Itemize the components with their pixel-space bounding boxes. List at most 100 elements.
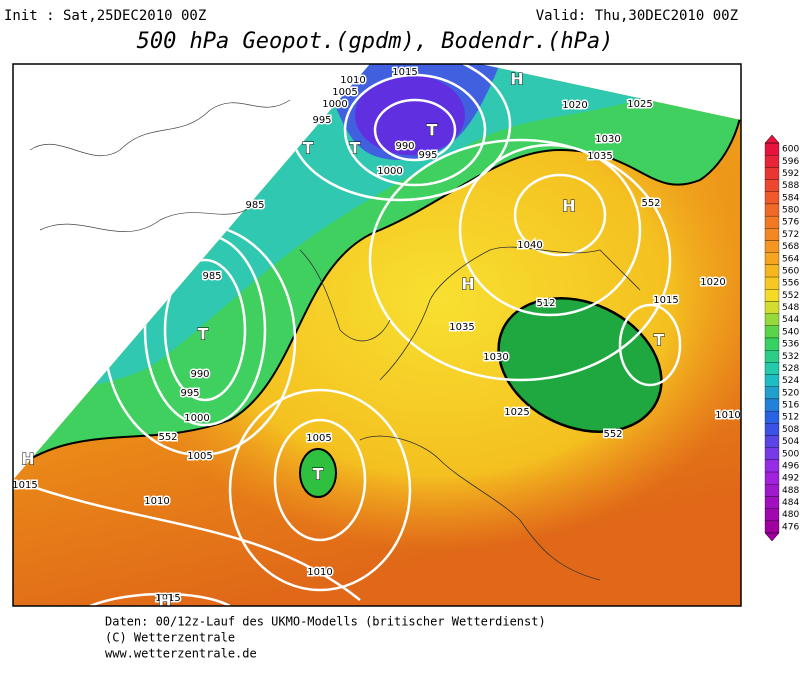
colorbar-swatch [764, 142, 780, 156]
isobar-label: 552 [158, 432, 177, 443]
pressure-center: T [427, 121, 438, 140]
colorbar-label: 516 [782, 401, 799, 411]
isobar-label: 1030 [483, 352, 508, 363]
colorbar-label: 544 [782, 315, 799, 325]
northern-coastlines [29, 99, 291, 232]
pressure-center: H [21, 450, 34, 469]
isobar-label: 1010 [307, 567, 332, 578]
isobar-label: 1015 [12, 480, 37, 491]
isobar-label: 995 [312, 115, 331, 126]
colorbar-swatch [764, 410, 780, 424]
pressure-center: H [562, 197, 575, 216]
colorbar-label: 552 [782, 291, 799, 301]
colorbar-swatch [764, 374, 780, 387]
colorbar-swatch [764, 508, 780, 521]
small-cutoff [299, 448, 337, 498]
field [13, 64, 741, 606]
isobar-label: 990 [395, 141, 414, 152]
colorbar-label: 540 [782, 327, 799, 337]
colorbar-label: 492 [782, 474, 799, 484]
colorbar-label: 484 [782, 498, 799, 508]
isobar-label: 1020 [562, 100, 587, 111]
colorbar-swatch [764, 252, 780, 266]
colorbar-label: 500 [782, 449, 799, 459]
colorbar-label: 480 [782, 510, 799, 520]
colorbar-swatch [764, 215, 780, 229]
colorbar-label: 580 [782, 206, 799, 216]
colorbar-swatch [764, 459, 780, 473]
colorbar-label: 584 [782, 193, 799, 203]
colorbar-label: 512 [782, 413, 799, 423]
pressure-center: H [158, 592, 171, 611]
isobar-label: 552 [641, 198, 660, 209]
isobar-label: 1010 [340, 75, 365, 86]
isobar-label: 1015 [392, 67, 417, 78]
pressure-center: H [461, 275, 474, 294]
colorbar-swatch [764, 240, 780, 253]
colorbar-swatch [764, 155, 780, 168]
colorbar-label: 504 [782, 437, 799, 447]
colorbar-swatch [764, 386, 780, 400]
colorbar-label: 564 [782, 254, 799, 264]
colorbar-swatch [764, 228, 780, 241]
colorbar-swatch [764, 496, 780, 509]
colorbar-label: 524 [782, 376, 799, 386]
colorbar-swatch [764, 398, 780, 412]
colorbar-swatch [764, 362, 780, 375]
pressure-center: T [654, 331, 665, 350]
colorbar-label: 496 [782, 461, 799, 471]
colorbar-label: 568 [782, 242, 799, 252]
map-title: 500 hPa Geopot.(gpdm), Bodendr.(hPa) [137, 29, 614, 54]
colorbar-swatch [764, 313, 780, 326]
isobar-label: 1005 [332, 87, 357, 98]
colorbar-swatch [764, 423, 780, 436]
isobar-label: 985 [202, 271, 221, 282]
colorbar-bottom-arrow [764, 532, 780, 542]
colorbar-label: 488 [782, 486, 799, 496]
colorbar-swatch [764, 447, 780, 461]
isobar-label: 1020 [700, 277, 725, 288]
isobar-label: 1010 [715, 410, 740, 421]
isobar-label: 1005 [306, 433, 331, 444]
colorbar-swatch [764, 350, 780, 363]
colorbar-top-arrow [764, 134, 780, 144]
valid-time: Valid: Thu,30DEC2010 00Z [536, 8, 738, 24]
colorbar-swatch [764, 264, 780, 278]
colorbar-swatch [764, 167, 780, 180]
pressure-center: T [313, 465, 324, 484]
isobar-label: 1040 [517, 240, 542, 251]
colorbar-swatch [764, 289, 780, 302]
colorbar-label: 576 [782, 218, 799, 228]
colorbar-label: 556 [782, 279, 799, 289]
colorbar-label: 560 [782, 266, 799, 276]
colorbar-label: 592 [782, 169, 799, 179]
isobar-label: 1015 [155, 593, 180, 604]
colorbar-swatch [764, 471, 780, 485]
isobar-label: 990 [190, 369, 209, 380]
colorbar: 600 596 592 588 584 580 576 572 568 564 560 556 552 5… [764, 134, 799, 542]
colorbar-label: 548 [782, 303, 799, 313]
footer-line: Daten: 00/12z-Lauf des UKMO-Modells (bri… [105, 615, 546, 629]
pressure-center: T [350, 139, 361, 158]
isobar-label: 1030 [595, 134, 620, 145]
colorbar-swatch [764, 337, 780, 351]
isobar-label: 512 [536, 298, 555, 309]
isobar-label: 995 [418, 150, 437, 161]
colorbar-swatch [764, 520, 780, 534]
isobar-label: 985 [245, 200, 264, 211]
colorbar-label: 600 [782, 145, 799, 155]
colorbar-swatch [764, 179, 780, 192]
colorbar-swatch [764, 276, 780, 290]
purple-core [355, 75, 465, 155]
colorbar-label: 588 [782, 181, 799, 191]
colorbar-swatch [764, 435, 780, 448]
isobar-label: 995 [180, 388, 199, 399]
coastlines [299, 246, 641, 581]
isobar-label: 1015 [653, 295, 678, 306]
colorbar-label: 528 [782, 364, 799, 374]
colorbar-label: 520 [782, 388, 799, 398]
